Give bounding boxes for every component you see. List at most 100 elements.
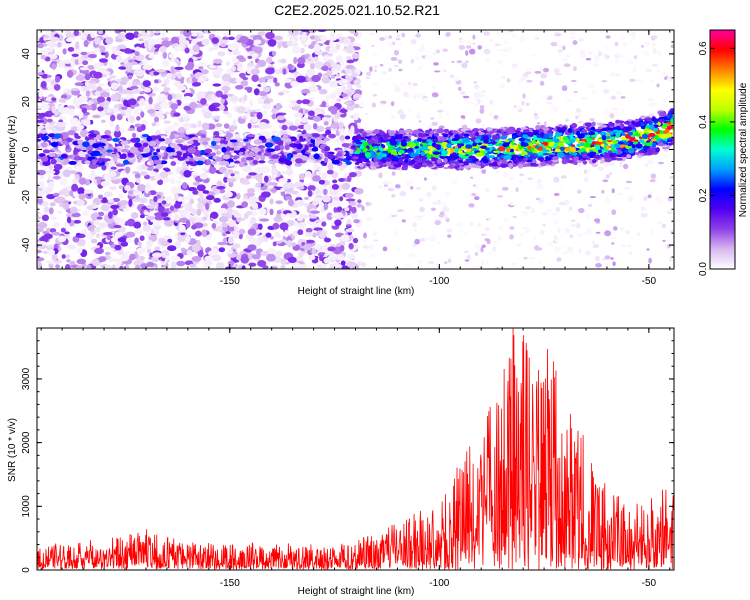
spectrogram-cell <box>110 94 119 102</box>
spectrogram-cell <box>408 252 416 258</box>
spectrogram-cell <box>321 65 329 72</box>
spectrogram-cell <box>129 146 139 154</box>
spectrogram-cell <box>629 251 633 255</box>
spectrogram-cell <box>393 64 399 67</box>
spectrogram-cell <box>553 176 560 183</box>
spectrogram-cell <box>62 48 67 55</box>
spectrogram-cell <box>445 32 451 37</box>
spectrogram-cell <box>333 69 339 75</box>
spectrogram-cell <box>417 66 422 70</box>
spectrogram-cell <box>315 171 321 176</box>
spectrogram-cell <box>130 61 138 65</box>
spectrogram-cell <box>553 246 561 252</box>
spectrogram-cell <box>601 189 605 194</box>
spectrogram-cell <box>49 265 54 269</box>
spectrogram-cell <box>126 218 136 227</box>
spectrogram-cell <box>37 133 45 138</box>
spectrogram-cell <box>340 260 346 266</box>
spectrogram-cell <box>619 227 624 231</box>
spectrogram-cell <box>365 76 371 79</box>
spectrogram-cell <box>75 74 86 82</box>
spectrogram-cell <box>391 194 396 198</box>
spectrogram-cell <box>657 50 662 56</box>
spectrogram-cell <box>458 44 466 51</box>
spectrogram-cell <box>308 85 319 93</box>
spectrogram-cell <box>573 90 579 94</box>
spectrogram-cell <box>111 264 116 269</box>
spectrogram-cell <box>536 183 544 190</box>
spectrogram-cell <box>523 256 528 260</box>
spectrogram-cell <box>558 202 566 206</box>
spectrogram-cell <box>99 91 110 98</box>
spectrogram-cell <box>346 59 355 64</box>
spectrogram-cell <box>240 181 251 185</box>
spectrogram-cell <box>323 54 329 62</box>
spectrogram-cell <box>163 235 172 240</box>
spectrogram-cell <box>67 244 77 250</box>
spectrogram-cell <box>473 97 478 102</box>
spectrogram-cell <box>218 207 228 214</box>
spectrogram-cell <box>238 160 245 168</box>
spectrogram-cell <box>297 186 305 190</box>
spectrogram-cell <box>438 99 443 105</box>
spectrogram-cell <box>298 222 307 228</box>
chart-title: C2E2.2025.021.10.52.R21 <box>274 2 440 18</box>
spectrogram-cell <box>553 192 560 197</box>
spectrogram-cell <box>538 198 544 205</box>
spectrogram-cell <box>584 169 588 174</box>
spectrogram-cell <box>614 41 619 47</box>
spectrogram-cell <box>135 195 140 200</box>
spectrogram-cell <box>243 138 249 142</box>
spectrogram-cell <box>91 258 100 267</box>
spectrogram-cell <box>312 200 319 206</box>
spectrogram-cell <box>147 266 152 269</box>
spectrogram-cell <box>164 111 170 115</box>
spectrogram-cell <box>84 160 91 165</box>
spectrogram-cell <box>224 81 231 86</box>
spectrogram-cell <box>319 140 326 144</box>
spectrogram-cell <box>37 222 48 229</box>
spectrogram-cell <box>553 106 559 111</box>
spectrogram-cell <box>196 184 206 192</box>
spectrogram-cell <box>449 74 455 79</box>
spectrogram-cell <box>37 180 45 189</box>
spectrogram-cell <box>211 223 217 229</box>
spectrogram-cell <box>46 244 56 248</box>
spectrogram-cell <box>250 216 257 225</box>
spectrogram-cell <box>180 247 186 253</box>
spectrogram-cell <box>164 87 171 92</box>
spectrogram-cell <box>591 90 597 95</box>
spectrogram-cell <box>163 219 174 227</box>
spectrogram-cell <box>314 43 320 51</box>
spectrogram-cell <box>657 200 664 205</box>
spectrogram-cell <box>419 238 426 242</box>
spectrogram-cell <box>285 213 292 217</box>
spectrogram-cell <box>247 244 257 251</box>
spectrogram-cell <box>206 158 211 165</box>
spectrogram-cell <box>583 177 589 183</box>
spectrogram-cell <box>469 221 474 227</box>
spectrogram-cell <box>112 216 121 222</box>
spectrogram-cell <box>198 95 203 99</box>
spectrogram-cell <box>208 47 214 52</box>
spectrogram-cell <box>423 177 427 181</box>
spectrogram-cell <box>609 112 615 119</box>
spectrogram-cell <box>445 217 450 223</box>
spectrogram-cell <box>412 93 417 100</box>
spectrogram-cell <box>578 163 582 167</box>
spectrogram-cell <box>338 177 345 183</box>
spectrogram-cell <box>160 241 170 247</box>
spectrogram-cell <box>352 237 359 244</box>
spectrogram-cell <box>480 260 484 266</box>
spectrogram-cell <box>257 260 267 267</box>
spectrogram-cell <box>407 94 412 97</box>
spectrogram-cell <box>323 237 332 243</box>
spectrogram-cell <box>237 141 244 147</box>
spectrogram-cell <box>37 43 45 49</box>
spectrogram-cell <box>58 115 67 121</box>
spectrogram-cell <box>153 71 160 76</box>
spectrogram-cell <box>589 196 597 199</box>
spectrogram-cell <box>391 171 396 176</box>
spectrogram-cell <box>257 59 267 68</box>
spectrogram-cell <box>110 82 119 91</box>
